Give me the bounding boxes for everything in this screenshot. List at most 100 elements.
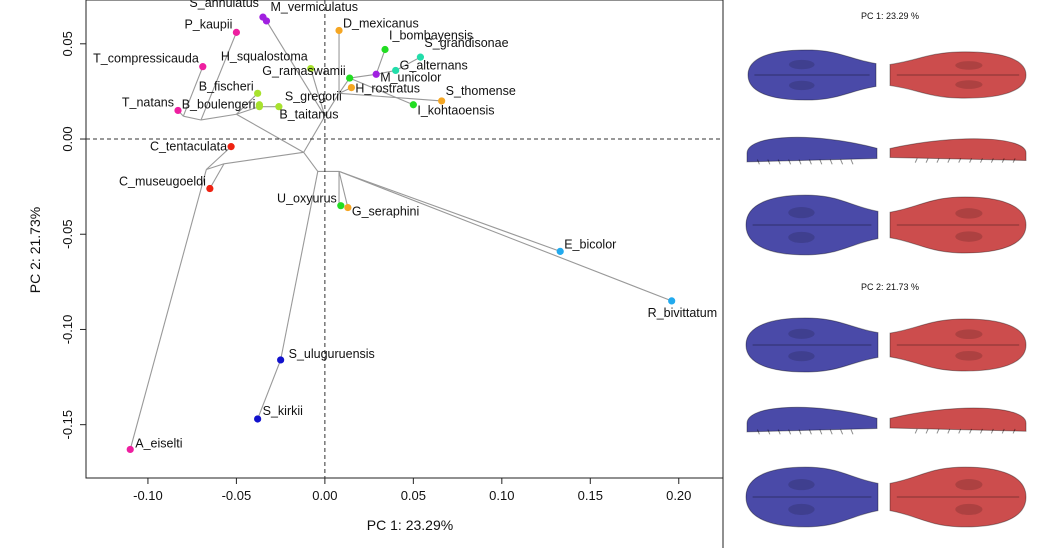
point-label: C_tentaculata — [150, 140, 227, 154]
y-axis: 0.05 0.00 -0.05 -0.10 -0.15 — [60, 31, 86, 439]
tree-edge — [200, 113, 237, 121]
tree-edge — [303, 152, 319, 172]
tree-edge — [324, 93, 340, 117]
tree-edge — [338, 170, 672, 302]
data-point-g-ramaswamii — [346, 74, 354, 82]
point-label: B_boulengeri — [182, 98, 256, 112]
tree-edge — [266, 20, 326, 117]
y-tick-label: -0.10 — [60, 315, 75, 345]
point-label: G_seraphini — [352, 205, 419, 219]
pc1-panel-title: PC 1: 23.29 % — [861, 11, 919, 21]
point-label: T_natans — [122, 95, 174, 109]
tree-edge — [349, 77, 414, 106]
data-point-u-oxyurus — [337, 202, 345, 210]
point-label: M_vermiculatus — [270, 0, 358, 14]
data-point-s-grandisonae — [416, 53, 425, 61]
tree-edge — [338, 92, 442, 102]
tree-edge — [338, 170, 561, 252]
point-label: R_bivittatum — [648, 306, 717, 320]
point-labels: S_annulatus M_vermiculatus P_kaupii T_compr… — [93, 0, 717, 450]
skull-dorsal-view — [889, 318, 1027, 372]
tree-edge — [236, 92, 259, 115]
skull-lateral-view — [746, 406, 878, 435]
tree-edge — [303, 115, 326, 153]
data-point-c-museugoeldi — [206, 184, 214, 193]
tree-edge — [129, 169, 207, 450]
tree-edge — [223, 151, 304, 165]
x-axis-title: PC 1: 23.29% — [367, 517, 453, 533]
skull-lateral-view — [889, 407, 1027, 434]
point-label: T_compressicauda — [93, 52, 199, 66]
data-point-t-compressicauda — [199, 63, 207, 71]
point-label: I_kohtaoensis — [417, 104, 494, 118]
x-axis: -0.10 -0.05 0.00 0.05 0.10 0.15 0.20 — [133, 478, 691, 503]
point-label: B_taitanus — [279, 108, 338, 122]
x-tick-label: 0.15 — [578, 488, 603, 503]
x-tick-label: -0.05 — [222, 488, 252, 503]
data-point-d-mexicanus — [335, 26, 343, 35]
data-point-m-vermiculatus — [262, 17, 271, 25]
tree-edge — [236, 106, 260, 115]
skull-lateral-view — [746, 136, 878, 165]
point-label: B_fischeri — [199, 79, 254, 93]
skull-lateral-view — [889, 138, 1027, 163]
x-tick-label: 0.20 — [666, 488, 691, 503]
point-label: S_grandisonae — [424, 36, 508, 50]
x-tick-label: 0.05 — [401, 488, 426, 503]
tree-edge — [183, 115, 202, 121]
tree-edge — [349, 73, 377, 79]
point-label: C_museugoeldi — [119, 175, 206, 189]
data-point-m-unicolor — [372, 70, 380, 78]
pc2-panel-title: PC 2: 21.73 % — [861, 282, 919, 292]
data-point-i-bombayensis — [381, 45, 389, 54]
phylogeny-tree — [129, 16, 672, 450]
data-point-s-thomense — [438, 97, 446, 105]
tree-edge — [310, 68, 326, 117]
point-label: U_oxyurus — [277, 192, 337, 206]
zero-lines — [86, 0, 723, 478]
skull-dorsal-view — [889, 51, 1027, 99]
point-label: M_unicolor — [380, 70, 441, 84]
point-label: A_eiselti — [135, 436, 182, 450]
point-label: S_kirkii — [263, 404, 303, 418]
data-point-a-eiselti — [126, 445, 134, 454]
data-point-g-alternans — [392, 66, 400, 75]
skull-dorsal-view — [745, 194, 879, 256]
data-points — [126, 13, 676, 454]
point-label: H_squalostoma — [221, 50, 308, 64]
tree-edge — [375, 49, 386, 75]
skull-renderings — [745, 49, 1027, 528]
skull-dorsal-view — [889, 196, 1027, 254]
data-point-b-boulengeri — [255, 101, 264, 109]
tree-edge — [200, 32, 237, 121]
x-tick-label: 0.10 — [489, 488, 514, 503]
y-tick-label: 0.05 — [60, 31, 75, 56]
y-axis-title: PC 2: 21.73% — [27, 207, 43, 293]
point-label: S_uluguruensis — [289, 347, 375, 361]
x-tick-label: 0.00 — [312, 488, 337, 503]
skull-dorsal-view — [745, 466, 879, 528]
data-point-h-rostratus — [347, 84, 356, 92]
y-tick-label: 0.00 — [60, 126, 75, 151]
point-label: D_mexicanus — [343, 16, 419, 30]
tree-edge — [205, 146, 232, 170]
shape-extremes-panel: PC 1: 23.29 % PC 2: 21.73 % — [722, 0, 1027, 548]
point-label: G_alternans — [400, 58, 468, 72]
tree-edge — [280, 171, 319, 361]
tree-edge — [182, 66, 204, 117]
point-label: G_ramaswamii — [262, 64, 345, 78]
skull-dorsal-view — [747, 49, 877, 101]
x-tick-label: -0.10 — [133, 488, 163, 503]
data-point-p-kaupii — [232, 28, 241, 36]
point-label: I_bombayensis — [389, 29, 473, 43]
data-point-h-squalostoma — [307, 64, 315, 73]
data-point-s-uluguruensis — [277, 356, 285, 364]
tree-edge — [236, 113, 304, 153]
tree-edge — [206, 163, 225, 171]
tree-edge — [395, 56, 421, 71]
data-point-s-gregorii — [275, 103, 283, 111]
data-point-i-kohtaoensis — [409, 101, 417, 109]
point-label: P_kaupii — [184, 17, 232, 31]
y-tick-label: -0.05 — [60, 219, 75, 249]
